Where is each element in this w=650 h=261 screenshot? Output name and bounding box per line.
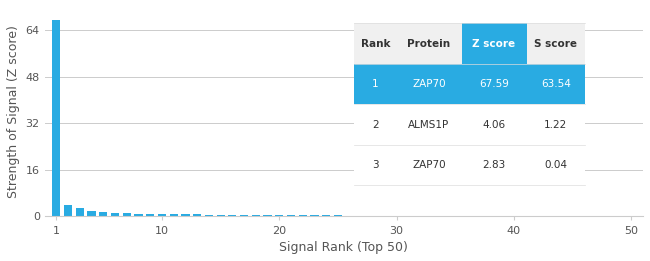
Text: 2.83: 2.83 [482, 160, 506, 170]
Text: 3: 3 [372, 160, 379, 170]
Bar [88, 211, 96, 216]
Bar [311, 215, 318, 216]
Bar [354, 64, 396, 104]
Text: Rank: Rank [361, 39, 390, 49]
Text: Z score: Z score [473, 39, 515, 49]
Bar [99, 212, 107, 216]
Bar [146, 214, 154, 216]
Bar [64, 205, 72, 216]
Bar [228, 215, 237, 216]
Bar [526, 104, 585, 145]
Text: ZAP70: ZAP70 [412, 79, 446, 89]
Bar [252, 215, 260, 216]
Text: 0.04: 0.04 [544, 160, 567, 170]
Bar [462, 23, 526, 64]
Bar [240, 215, 248, 216]
Text: S score: S score [534, 39, 577, 49]
Bar [181, 214, 190, 216]
Bar [526, 145, 585, 185]
Text: ZAP70: ZAP70 [412, 160, 446, 170]
Bar [193, 215, 202, 216]
Bar [205, 215, 213, 216]
Text: Protein: Protein [408, 39, 450, 49]
Text: 2: 2 [372, 120, 379, 130]
Bar [396, 145, 462, 185]
Y-axis label: Strength of Signal (Z score): Strength of Signal (Z score) [7, 25, 20, 198]
Text: 1: 1 [372, 79, 379, 89]
Bar [526, 64, 585, 104]
Bar [111, 213, 119, 216]
Bar [396, 104, 462, 145]
Bar [52, 20, 60, 216]
X-axis label: Signal Rank (Top 50): Signal Rank (Top 50) [280, 241, 408, 254]
Bar [396, 64, 462, 104]
Text: 4.06: 4.06 [482, 120, 506, 130]
Bar [216, 215, 225, 216]
Text: ALMS1P: ALMS1P [408, 120, 450, 130]
Bar [322, 215, 330, 216]
Bar [170, 214, 178, 216]
Bar [123, 213, 131, 216]
Bar [462, 64, 526, 104]
Bar [354, 104, 396, 145]
Bar [135, 213, 142, 216]
Bar [158, 214, 166, 216]
Bar [75, 208, 84, 216]
Bar [526, 23, 585, 64]
Text: 63.54: 63.54 [541, 79, 571, 89]
Bar [354, 145, 396, 185]
Text: 1.22: 1.22 [544, 120, 567, 130]
Bar [462, 145, 526, 185]
Bar [354, 23, 396, 64]
Text: 67.59: 67.59 [479, 79, 509, 89]
Bar [298, 215, 307, 216]
Bar [275, 215, 283, 216]
Bar [396, 23, 462, 64]
Bar [462, 104, 526, 145]
Bar [287, 215, 295, 216]
Bar [263, 215, 272, 216]
